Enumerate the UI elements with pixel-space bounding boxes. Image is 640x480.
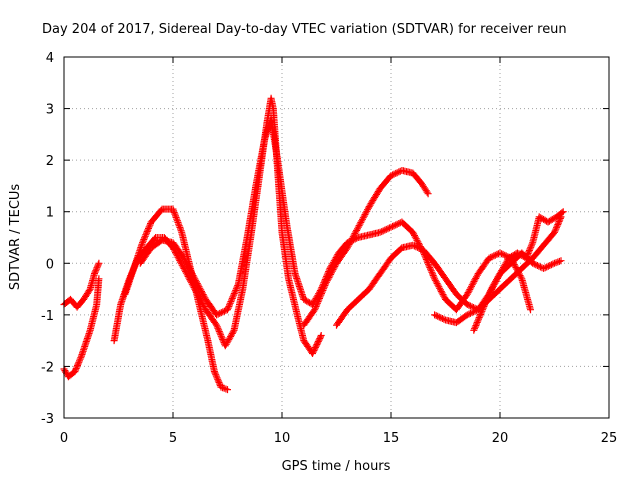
y-tick-label: -1 [41, 309, 54, 324]
data-series [60, 94, 567, 394]
series-satellite-i [470, 208, 567, 334]
y-tick-label: -3 [41, 412, 54, 427]
x-tick-label: 10 [274, 431, 291, 446]
y-tick-label: 3 [46, 103, 54, 118]
data-point-markers [300, 167, 432, 329]
data-point-markers [470, 208, 567, 334]
series-satellite-e [136, 115, 534, 319]
y-tick-label: 0 [46, 257, 54, 272]
series-satellite-a [60, 275, 103, 381]
series-satellite-h [431, 213, 565, 327]
y-tick-label: 2 [46, 154, 54, 169]
y-axis-label: SDTVAR / TECUs [8, 184, 23, 291]
y-tick-label: -2 [41, 360, 54, 375]
series-satellite-c [110, 94, 325, 357]
y-tick-label: 1 [46, 206, 54, 221]
x-tick-label: 5 [169, 431, 177, 446]
plot-frame [63, 56, 610, 419]
x-tick-label: 15 [383, 431, 400, 446]
chart-title: Day 204 of 2017, Sidereal Day-to-day VTE… [42, 22, 567, 37]
series-satellite-f [300, 167, 432, 329]
x-tick-labels: 0 5 10 15 20 25 [60, 431, 617, 446]
x-axis-label: GPS time / hours [282, 459, 391, 474]
series-satellite-d [121, 205, 231, 394]
x-tick-label: 25 [601, 431, 618, 446]
x-tick-label: 20 [492, 431, 509, 446]
x-tick-label: 0 [60, 431, 68, 446]
axis-ticks [63, 56, 610, 419]
data-point-markers [431, 213, 565, 327]
data-point-markers [136, 115, 534, 319]
data-point-markers [60, 275, 103, 381]
data-point-markers [110, 94, 325, 357]
data-point-markers [121, 205, 231, 394]
y-tick-labels: -3 -2 -1 0 1 2 3 4 [41, 51, 54, 427]
y-tick-label: 4 [46, 51, 54, 66]
